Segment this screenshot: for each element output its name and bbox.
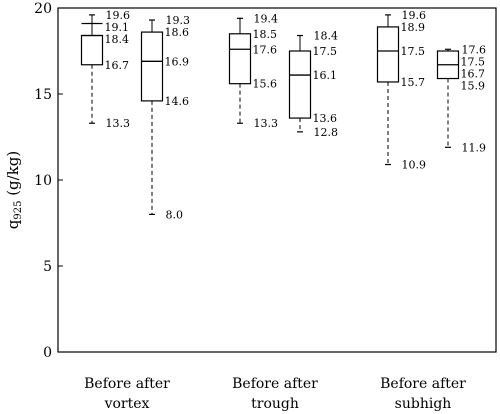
box-0-0-iqr-box	[80, 34, 104, 66]
box-1-1	[288, 34, 312, 133]
box-1-1-label-4: 12.8	[314, 126, 339, 139]
y-tick-label-2: 10	[34, 173, 52, 189]
box-0-1-label-4: 8.0	[166, 208, 184, 221]
x-category-label-1-line1: Before after	[232, 376, 318, 392]
box-0-1-label-2: 16.9	[165, 55, 190, 68]
box-2-1-label-4: 11.9	[462, 141, 487, 154]
box-0-0	[80, 14, 104, 124]
box-2-0-label-3: 15.7	[401, 76, 426, 89]
box-0-1-label-1: 18.6	[165, 26, 190, 39]
box-1-0-label-3: 15.6	[253, 78, 278, 91]
x-category-label-2-line1: Before after	[380, 376, 466, 392]
box-1-1-iqr-box	[288, 50, 312, 119]
x-category-label-0-line2: vortex	[104, 396, 150, 412]
y-tick-label-0: 0	[43, 345, 52, 361]
x-category-label-2-line2: subhigh	[395, 396, 452, 412]
box-1-0-iqr-box	[228, 33, 252, 85]
y-tick-label-4: 20	[34, 1, 52, 17]
x-category-label-0-line1: Before after	[84, 376, 170, 392]
box-0-1-label-0: 19.3	[166, 14, 191, 27]
box-2-1	[436, 48, 460, 148]
box-2-0-iqr-box	[376, 26, 400, 83]
box-1-1-label-0: 18.4	[314, 30, 339, 43]
box-1-1-label-2: 16.1	[313, 69, 338, 82]
box-0-1	[140, 19, 164, 215]
box-1-0	[228, 17, 252, 124]
y-tick-label-1: 5	[43, 259, 52, 275]
box-0-0-label-0: 19.6	[106, 9, 131, 22]
box-series	[80, 14, 460, 215]
box-0-0-label-1: 19.1	[105, 21, 130, 34]
box-0-0-label-3: 16.7	[105, 59, 130, 72]
box-1-0-label-2: 17.6	[253, 43, 278, 56]
box-2-1-label-2: 16.7	[461, 67, 486, 80]
box-0-0-label-4: 13.3	[106, 117, 131, 130]
y-tick-label-3: 15	[34, 87, 52, 103]
x-category-label-1-line2: trough	[251, 396, 299, 412]
box-0-0-label-2: 18.4	[105, 33, 130, 46]
box-2-0-label-1: 18.9	[401, 21, 426, 34]
box-1-0-label-1: 18.5	[253, 28, 278, 41]
box-2-1-label-3: 15.9	[461, 79, 486, 92]
box-2-1-label-1: 17.5	[461, 55, 486, 68]
axes: 0 5 10 15 20 Before after vortex Before after tr…	[34, 1, 497, 412]
box-0-1-label-3: 14.6	[165, 95, 190, 108]
box-1-1-label-3: 13.6	[313, 112, 338, 125]
box-2-0	[376, 14, 400, 166]
box-0-1-iqr-box	[140, 31, 164, 102]
box-2-0-label-0: 19.6	[402, 9, 427, 22]
box-1-1-label-1: 17.5	[313, 45, 338, 58]
box-1-0-label-0: 19.4	[254, 12, 279, 25]
box-2-1-label-0: 17.6	[462, 43, 487, 56]
box-2-0-label-2: 17.5	[401, 45, 426, 58]
box-1-0-label-4: 13.3	[254, 117, 279, 130]
box-2-0-label-4: 10.9	[402, 159, 427, 172]
y-axis-label: q925 (g/kg)	[4, 151, 24, 230]
value-labels: 19.619.118.416.713.319.318.616.914.68.01…	[105, 9, 487, 222]
